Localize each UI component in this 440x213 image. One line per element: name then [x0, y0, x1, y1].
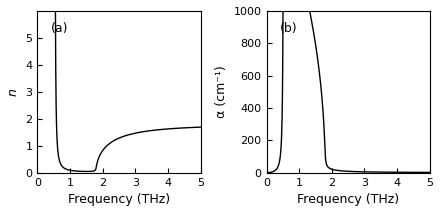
Text: (b): (b) — [279, 22, 297, 35]
Text: (a): (a) — [51, 22, 68, 35]
Y-axis label: n: n — [7, 88, 20, 96]
Y-axis label: α (cm⁻¹): α (cm⁻¹) — [215, 65, 228, 118]
X-axis label: Frequency (THz): Frequency (THz) — [68, 193, 170, 206]
X-axis label: Frequency (THz): Frequency (THz) — [297, 193, 399, 206]
